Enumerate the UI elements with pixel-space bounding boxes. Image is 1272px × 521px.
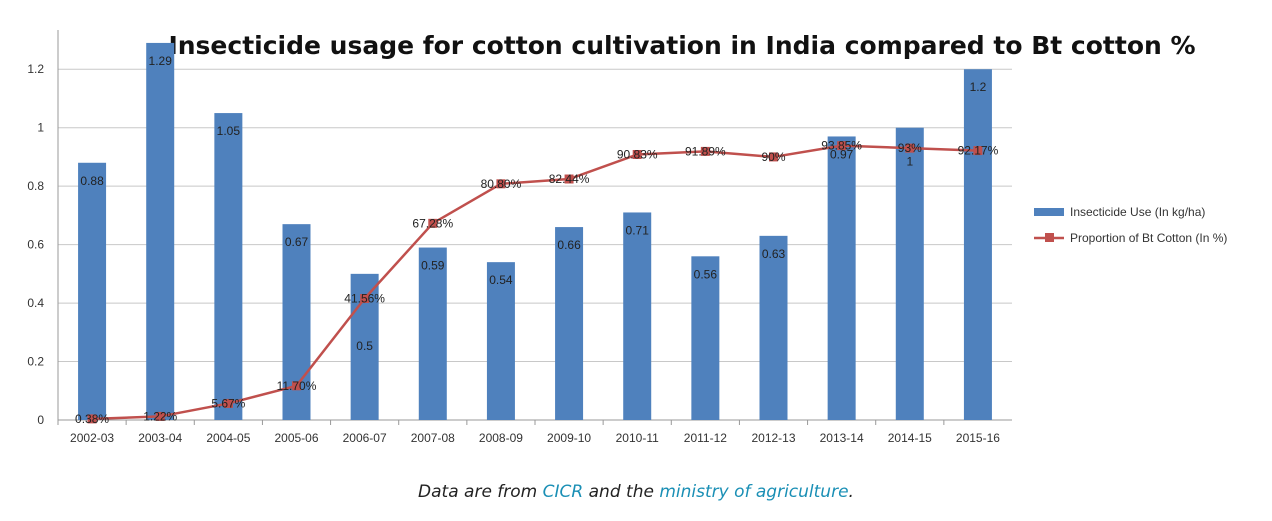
caption-prefix: Data are from	[418, 482, 543, 502]
x-tick-label: 2011-12	[684, 431, 727, 445]
line-series	[87, 141, 983, 424]
source-caption: Data are from CICR and the ministry of a…	[0, 482, 1272, 502]
legend-label-bt: Proportion of Bt Cotton (In %)	[1070, 231, 1227, 245]
line-point	[496, 179, 506, 189]
line-point	[564, 174, 574, 184]
y-tick-label: 0.8	[27, 179, 44, 193]
y-tick-label: 1	[37, 121, 44, 135]
bar-data-label: 0.67	[285, 235, 309, 249]
line-data-label: 1.22%	[143, 409, 177, 423]
bar-data-label: 1.05	[217, 124, 241, 138]
x-tick-label: 2014-15	[888, 431, 932, 445]
x-tick-label: 2005-06	[274, 431, 318, 445]
cicr-link[interactable]: CICR	[542, 482, 584, 502]
chart-title: Insecticide usage for cotton cultivation…	[168, 31, 1195, 60]
legend-swatch-insecticide	[1034, 208, 1064, 216]
bar-data-label: 0.56	[694, 267, 718, 281]
y-tick-label: 0.4	[27, 296, 44, 310]
y-tick-label: 0.6	[27, 238, 44, 252]
bar-series	[78, 42, 992, 421]
data-labels: 0.88 1.29 1.05 0.67 0.5 0.59 0.54 0.66 0.71 0.56 0…	[75, 54, 999, 426]
line-point	[632, 149, 642, 159]
bar	[623, 212, 652, 420]
line-path	[92, 144, 978, 421]
axes: 0 0.2 0.4 0.6 0.8 1 1.2 2002-03 2003-04 2004-05 20…	[27, 30, 1012, 445]
caption-suffix: .	[848, 482, 854, 502]
bar	[555, 227, 584, 420]
x-tick-label: 2003-04	[138, 431, 182, 445]
x-tick-label: 2010-11	[616, 431, 659, 445]
line-data-label: 67.28%	[412, 216, 453, 230]
bar-data-label: 0.5	[356, 339, 373, 353]
bar	[963, 69, 992, 420]
x-tick-label: 2009-10	[547, 431, 591, 445]
bar	[691, 256, 720, 420]
line-point	[973, 146, 983, 156]
line-data-label: 93.85%	[821, 139, 862, 153]
line-point	[428, 218, 438, 228]
ministry-link[interactable]: ministry of agriculture	[659, 482, 849, 502]
x-tick-label: 2015-16	[956, 431, 1000, 445]
line-point	[769, 152, 778, 162]
bar-data-label: 1	[906, 155, 913, 169]
bar	[146, 42, 175, 421]
y-tick-label: 1.2	[27, 62, 44, 76]
line-point	[905, 143, 915, 153]
line-data-label: 5.67%	[211, 396, 245, 410]
line-data-label: 80.80%	[481, 177, 522, 191]
bar-data-label: 0.97	[830, 147, 854, 161]
bar	[895, 127, 924, 420]
chart-svg: Insecticide usage for cotton cultivation…	[27, 30, 1227, 445]
bar	[78, 162, 107, 420]
line-point	[292, 381, 301, 391]
line-point	[700, 146, 710, 156]
x-tick-label: 2012-13	[751, 431, 795, 445]
bar	[214, 113, 243, 421]
bar-data-label: 0.66	[557, 238, 581, 252]
legend: Insecticide Use (In kg/ha) Proportion of…	[1034, 205, 1227, 245]
legend-marker-bt	[1045, 233, 1054, 242]
y-tick-label: 0	[37, 413, 44, 427]
caption-middle: and the	[583, 482, 660, 502]
y-tick-label: 0.2	[27, 355, 44, 369]
chart: Insecticide usage for cotton cultivation…	[27, 30, 1227, 445]
bar	[418, 247, 447, 420]
line-point	[360, 294, 370, 304]
line-data-label: 41.56%	[344, 292, 385, 306]
line-data-label: 90%	[761, 150, 785, 164]
line-data-label: 92.17%	[958, 144, 999, 158]
bar	[759, 235, 788, 420]
line-data-label: 90.83%	[617, 147, 658, 161]
bar-data-label: 0.71	[626, 223, 650, 237]
legend-label-insecticide: Insecticide Use (In kg/ha)	[1070, 205, 1205, 219]
x-tick-label: 2002-03	[70, 431, 114, 445]
line-data-label: 91.89%	[685, 144, 726, 158]
bar	[827, 136, 856, 420]
bar-data-label: 0.54	[489, 273, 513, 287]
bar-data-label: 0.88	[80, 174, 104, 188]
line-data-label: 11.70%	[277, 379, 317, 393]
x-tick-label: 2013-14	[820, 431, 864, 445]
line-point	[87, 414, 97, 424]
x-tick-label: 2008-09	[479, 431, 523, 445]
bar-data-label: 0.59	[421, 259, 445, 273]
bar-data-label: 1.29	[149, 54, 173, 68]
x-tick-label: 2007-08	[411, 431, 455, 445]
bar-data-label: 1.2	[970, 80, 987, 94]
bar-data-label: 0.63	[762, 247, 786, 261]
line-point	[223, 398, 233, 408]
line-data-label: 0.38%	[75, 412, 109, 426]
line-point	[155, 411, 165, 421]
line-data-label: 93%	[898, 141, 922, 155]
x-tick-label: 2006-07	[343, 431, 387, 445]
bar	[486, 262, 515, 420]
gridlines	[58, 68, 1012, 363]
x-tick-label: 2004-05	[206, 431, 250, 445]
line-point	[837, 141, 847, 151]
line-data-label: 82.44%	[549, 172, 590, 186]
